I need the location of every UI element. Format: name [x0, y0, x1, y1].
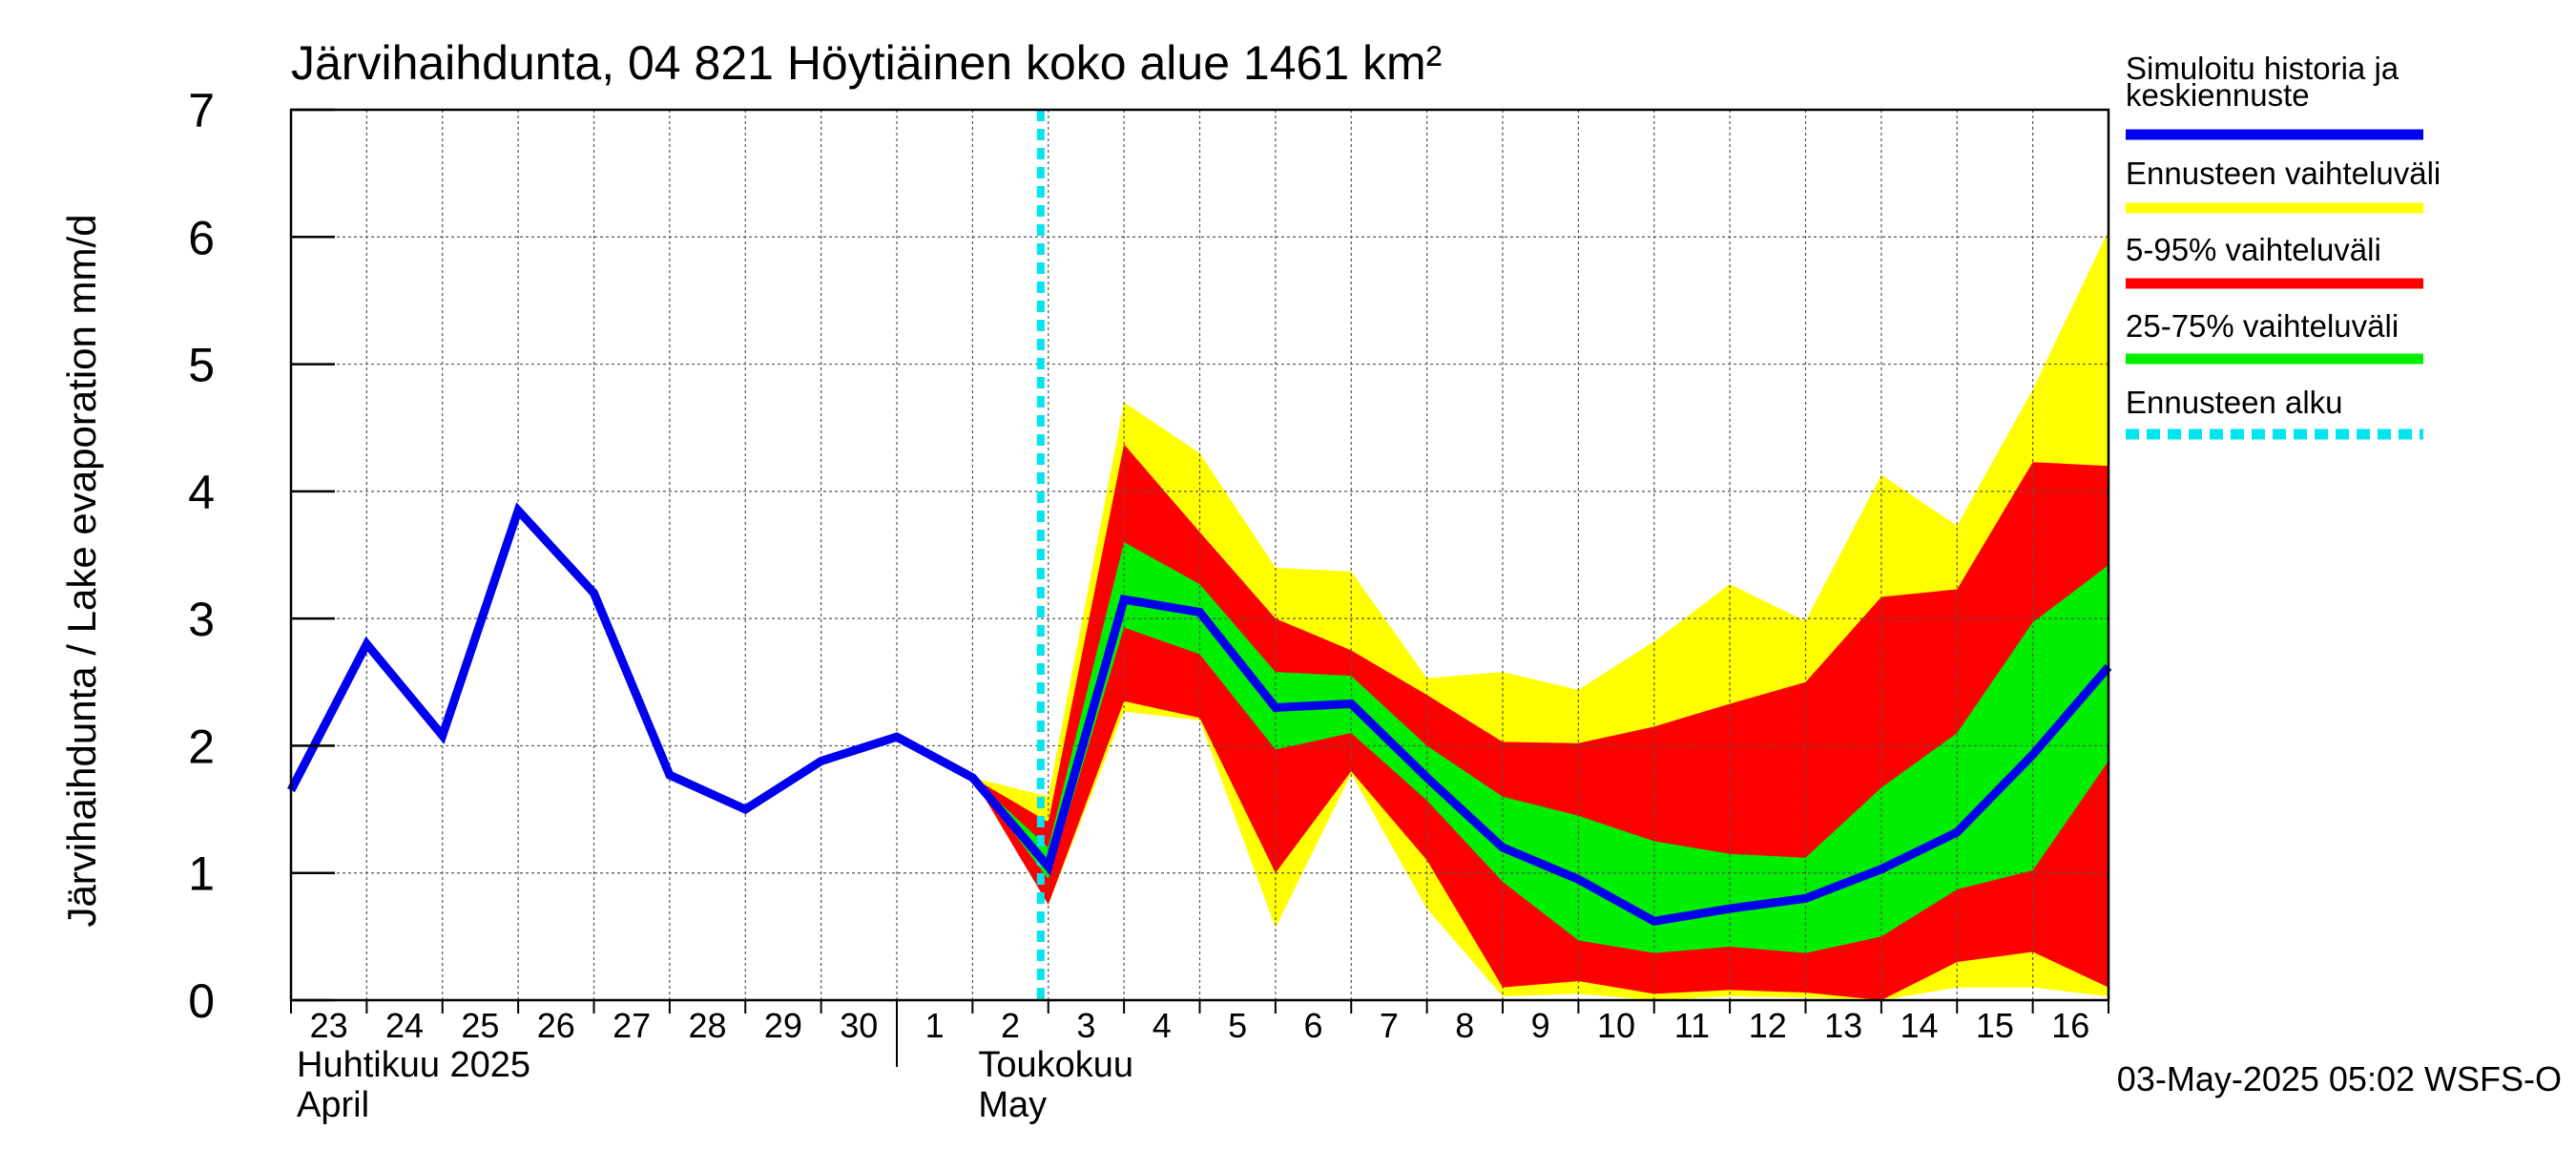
- x-tick-label-25: 25: [461, 1006, 499, 1045]
- x-tick-label-24: 24: [385, 1006, 424, 1045]
- x-tick-label-27: 27: [613, 1006, 651, 1045]
- x-tick-label-23: 23: [310, 1006, 348, 1045]
- x-tick-label-12: 12: [1749, 1006, 1787, 1045]
- forecast-bands: [972, 231, 2109, 1000]
- x-tick-label-16: 16: [2051, 1006, 2089, 1045]
- x-tick-label-14: 14: [1901, 1006, 1939, 1045]
- x-tick-label-3: 3: [1076, 1006, 1095, 1045]
- y-tick-labels: 0 1 2 3 4 5 6 7: [188, 84, 215, 1028]
- x-tick-label-7: 7: [1380, 1006, 1399, 1045]
- footer-timestamp: 03-May-2025 05:02 WSFS-O: [2117, 1059, 2562, 1098]
- legend-label-1-0: Ennusteen vaihteluväli: [2126, 156, 2441, 191]
- x-tick-label-29: 29: [764, 1006, 802, 1045]
- x-tick-label-15: 15: [1976, 1006, 2014, 1045]
- legend-label-2-0: 5-95% vaihteluväli: [2126, 232, 2381, 267]
- legend-label-3-0: 25-75% vaihteluväli: [2126, 308, 2399, 344]
- month-label-en-0: April: [297, 1085, 369, 1125]
- x-tick-label-11: 11: [1674, 1006, 1710, 1045]
- month-label-fi-0: Huhtikuu 2025: [297, 1045, 530, 1085]
- x-tick-label-13: 13: [1824, 1006, 1862, 1045]
- legend-label-4-0: Ennusteen alku: [2126, 385, 2343, 420]
- month-label-en-1: May: [978, 1085, 1047, 1125]
- legend: Simuloitu historia jakeskiennusteEnnuste…: [2126, 51, 2441, 434]
- x-tick-label-9: 9: [1531, 1006, 1550, 1045]
- y-tick-label-3: 3: [188, 593, 215, 646]
- x-tick-label-8: 8: [1455, 1006, 1474, 1045]
- y-tick-label-5: 5: [188, 339, 215, 392]
- x-tick-label-4: 4: [1153, 1006, 1172, 1045]
- y-axis-label: Järvihaihdunta / Lake evaporation mm/d: [59, 214, 104, 927]
- x-tick-label-5: 5: [1228, 1006, 1247, 1045]
- x-tick-label-26: 26: [537, 1006, 575, 1045]
- x-tick-label-1: 1: [925, 1006, 945, 1045]
- y-tick-label-0: 0: [188, 974, 215, 1028]
- x-tick-label-6: 6: [1304, 1006, 1323, 1045]
- y-tick-label-2: 2: [188, 720, 215, 773]
- y-tick-label-1: 1: [188, 847, 215, 901]
- x-tick-label-30: 30: [840, 1006, 878, 1045]
- y-tick-label-7: 7: [188, 84, 215, 137]
- x-tick-label-2: 2: [1001, 1006, 1020, 1045]
- y-tick-label-6: 6: [188, 211, 215, 264]
- month-label-fi-1: Toukokuu: [978, 1045, 1133, 1085]
- x-tick-label-10: 10: [1597, 1006, 1635, 1045]
- x-tick-label-28: 28: [689, 1006, 727, 1045]
- y-tick-label-4: 4: [188, 466, 215, 519]
- chart-title: Järvihaihdunta, 04 821 Höytiäinen koko a…: [291, 36, 1442, 90]
- legend-label-0-1: keskiennuste: [2126, 77, 2310, 113]
